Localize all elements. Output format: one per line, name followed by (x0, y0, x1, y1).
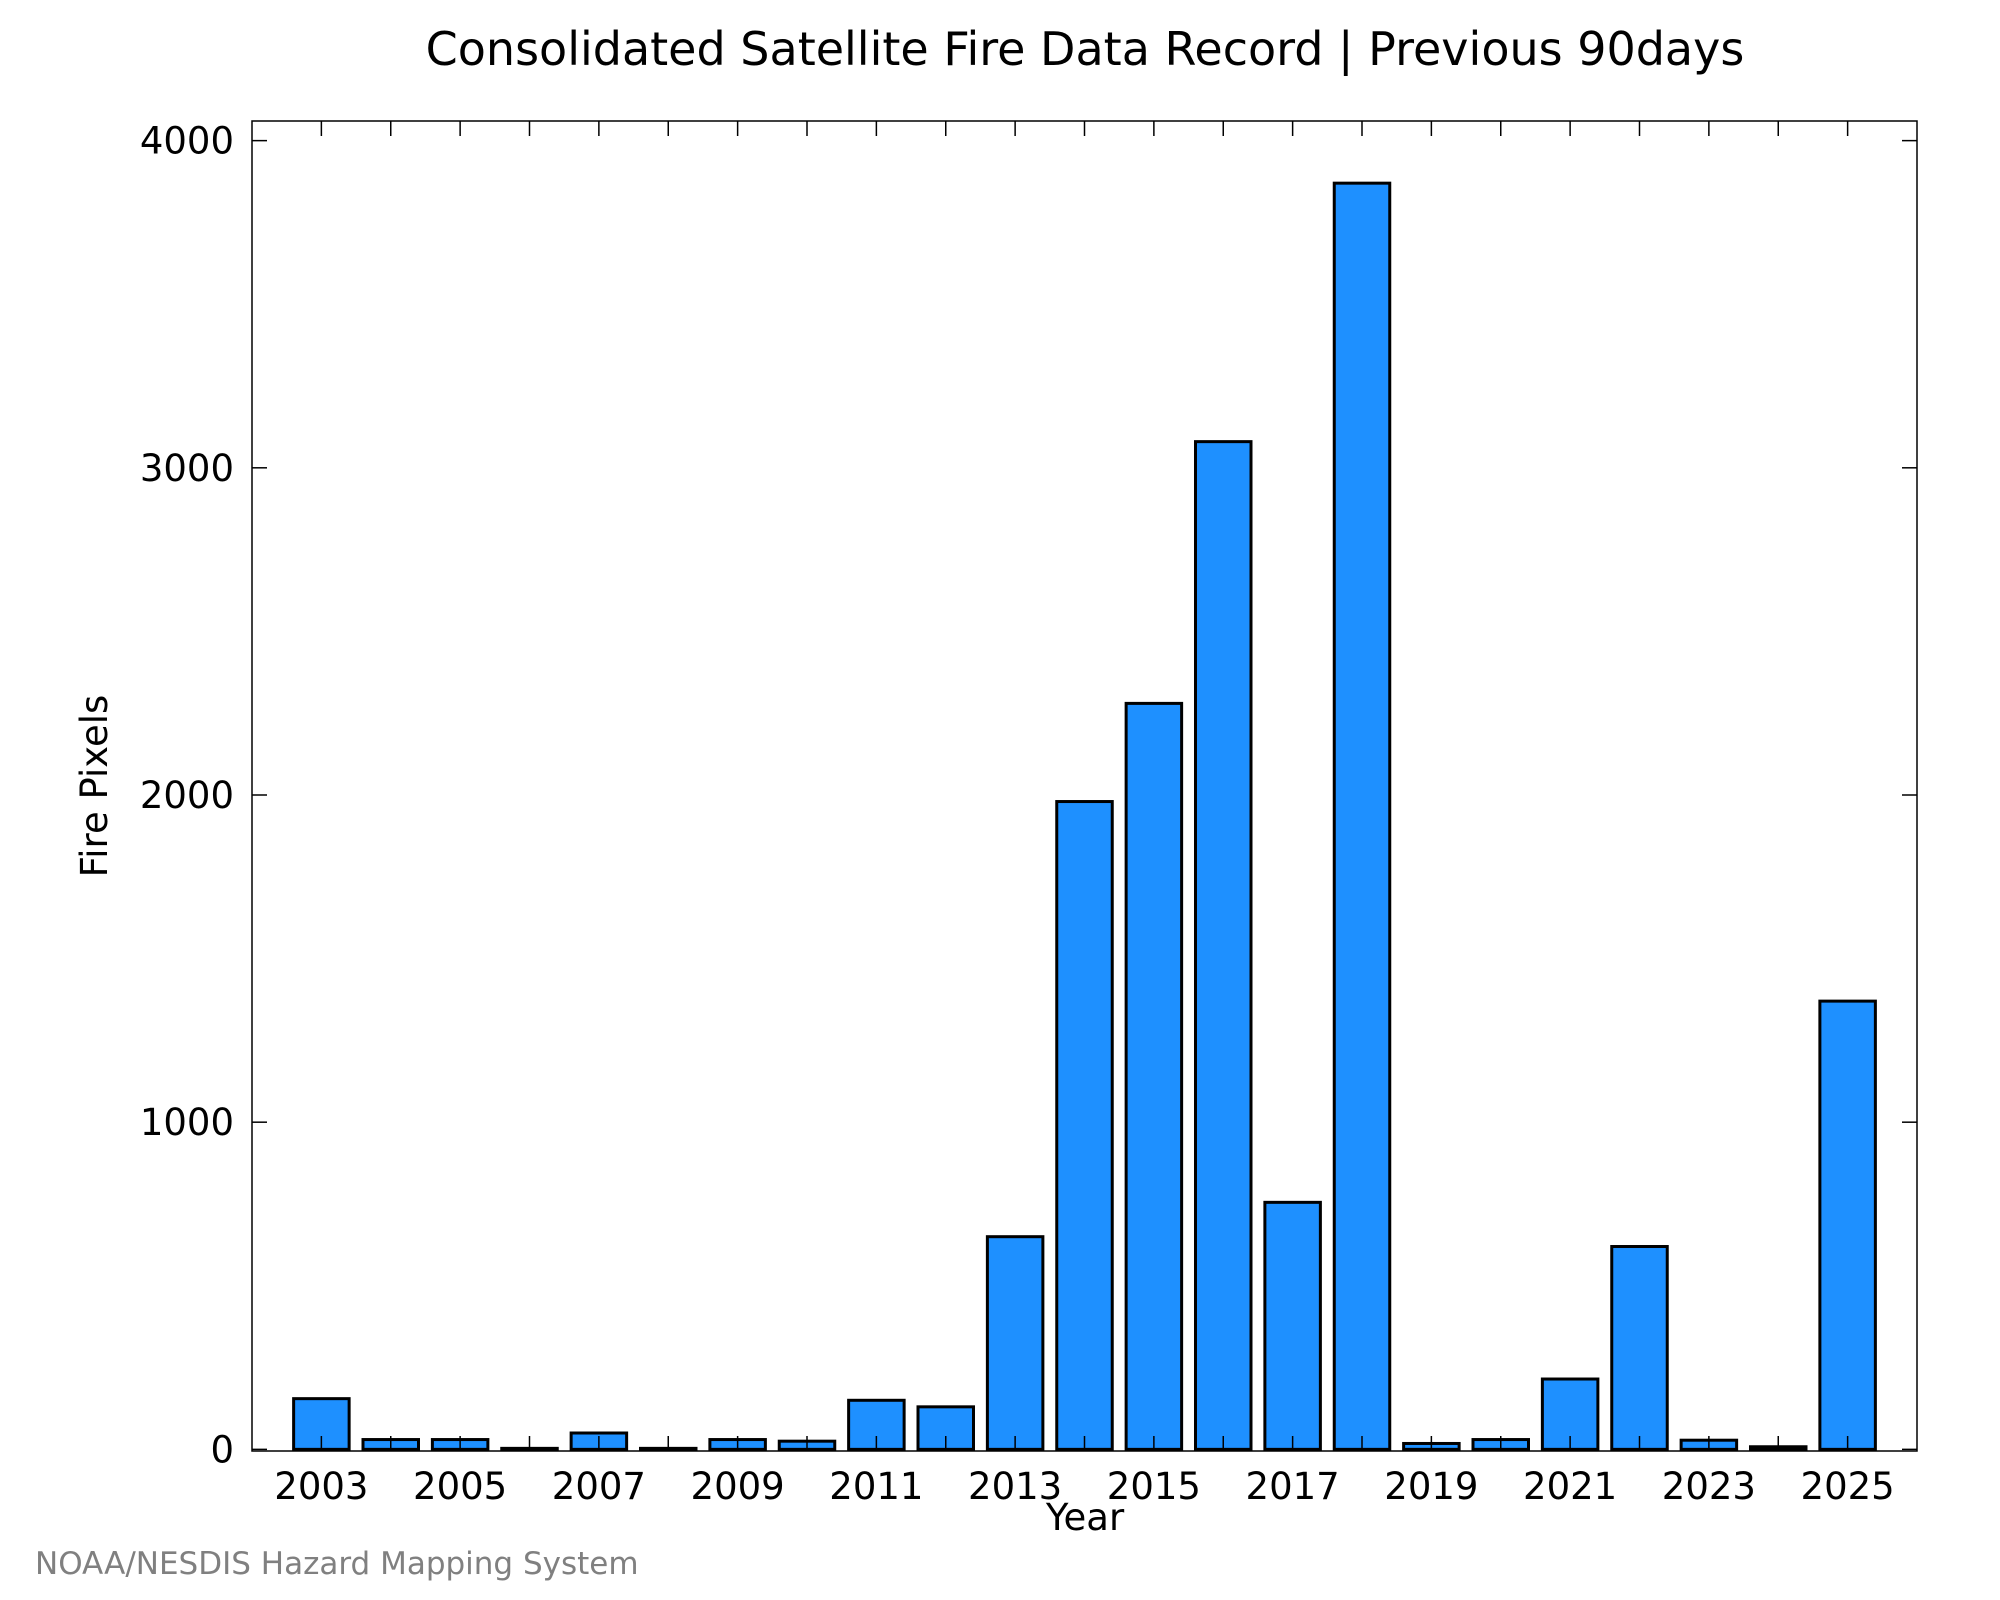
chart-title: Consolidated Satellite Fire Data Record … (426, 22, 1745, 77)
bar-2015 (1124, 701, 1184, 1451)
y-tick-label-0: 0 (210, 1428, 234, 1471)
x-axis-label: Year (1045, 1496, 1125, 1539)
y-tick-label-1000: 1000 (140, 1101, 234, 1144)
tick-labels-group: 0 1000 2000 3000 4000 2003 2005 2007 2009 2011 201… (140, 120, 1895, 1508)
y-tick-label-4000: 4000 (140, 120, 234, 163)
ticks-group (252, 121, 1917, 1451)
x-tick-label-2007: 2007 (552, 1465, 646, 1508)
bars-group (292, 181, 1877, 1451)
x-tick-label-2015: 2015 (1107, 1465, 1201, 1508)
x-tick-label-2005: 2005 (413, 1465, 507, 1508)
x-tick-label-2011: 2011 (829, 1465, 923, 1508)
plot-frame (251, 120, 1918, 1452)
x-tick-label-2013: 2013 (968, 1465, 1062, 1508)
x-tick-label-2019: 2019 (1384, 1465, 1478, 1508)
bar-2018 (1332, 181, 1392, 1451)
x-tick-label-2025: 2025 (1801, 1465, 1895, 1508)
y-axis-label: Fire Pixels (73, 695, 116, 878)
bar-2016 (1194, 440, 1253, 1451)
x-tick-label-2009: 2009 (691, 1465, 785, 1508)
x-tick-label-2023: 2023 (1662, 1465, 1756, 1508)
bar-2014 (1055, 800, 1114, 1451)
y-tick-label-2000: 2000 (140, 774, 234, 817)
footer-credit: NOAA/NESDIS Hazard Mapping System (35, 1546, 639, 1582)
bar-2017 (1263, 1200, 1322, 1451)
y-tick-label-3000: 3000 (140, 447, 234, 490)
x-tick-label-2017: 2017 (1246, 1465, 1340, 1508)
bar-2025 (1818, 999, 1877, 1451)
bar-2013 (985, 1235, 1045, 1451)
bar-2022 (1610, 1245, 1669, 1451)
x-tick-label-2021: 2021 (1523, 1465, 1617, 1508)
x-tick-label-2003: 2003 (274, 1465, 368, 1508)
